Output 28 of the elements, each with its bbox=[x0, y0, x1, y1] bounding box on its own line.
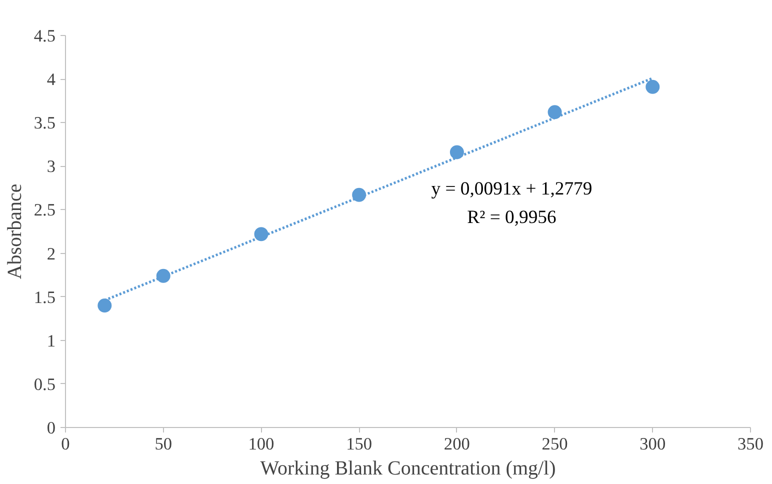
y-tick-label: 1.5 bbox=[34, 288, 56, 307]
x-axis-title: Working Blank Concentration (mg/l) bbox=[260, 458, 556, 480]
annotation: y = 0,0091x + 1,2779 bbox=[431, 178, 592, 200]
point bbox=[646, 80, 660, 94]
point bbox=[254, 227, 268, 242]
point bbox=[352, 188, 366, 202]
x-tick-label: 200 bbox=[444, 434, 470, 454]
y-axis-title: Absorbance bbox=[4, 184, 26, 280]
y-tick-label: 4 bbox=[46, 70, 56, 90]
y-tick-label: 4.5 bbox=[34, 26, 56, 46]
y-tick-label: 3 bbox=[46, 157, 56, 176]
y-tick-label: 0 bbox=[46, 418, 56, 438]
x-tick-label: 0 bbox=[61, 434, 70, 454]
y-tick-label: 1 bbox=[46, 331, 56, 350]
x-tick-label: 300 bbox=[640, 434, 666, 454]
annotation: R² = 0,9956 bbox=[467, 207, 556, 228]
x-tick-label: 100 bbox=[248, 434, 274, 454]
y-tick-label: 3.5 bbox=[34, 114, 56, 133]
x-tick-label: 150 bbox=[346, 434, 372, 454]
x-tick-label: 250 bbox=[542, 434, 568, 454]
point bbox=[98, 298, 112, 313]
x-tick-label: 50 bbox=[154, 434, 172, 454]
y-tick-label: 0.5 bbox=[34, 374, 56, 394]
point bbox=[450, 145, 464, 160]
y-tick-label: 2.5 bbox=[34, 200, 56, 220]
y-tick-label: 2 bbox=[46, 244, 56, 264]
point bbox=[548, 105, 562, 120]
x-tick-label: 350 bbox=[738, 434, 764, 454]
